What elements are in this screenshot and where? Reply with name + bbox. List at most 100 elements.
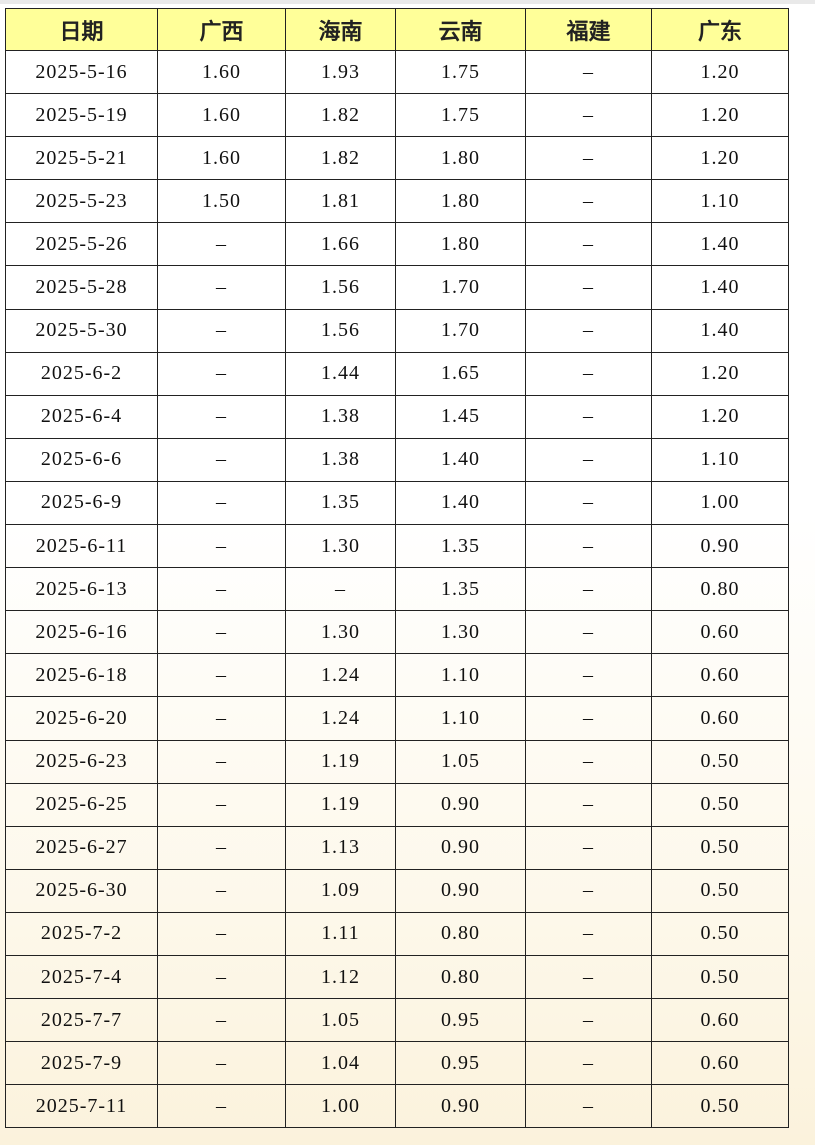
date-cell: 2025-6-6: [5, 437, 158, 482]
table-row: 2025-5-21 1.60 1.82 1.80–1.20: [5, 136, 789, 181]
price-cell: 0.50: [651, 954, 789, 1000]
price-cell: 1.45: [395, 394, 526, 439]
price-cell: –: [525, 49, 652, 95]
price-cell: 1.20: [651, 136, 789, 181]
price-cell: 1.80: [395, 222, 526, 267]
price-cell: –: [157, 437, 286, 482]
price-cell: 0.90: [651, 524, 789, 569]
date-cell: 2025-6-23: [5, 739, 158, 784]
price-cell: 1.10: [651, 437, 789, 482]
price-cell: –: [525, 911, 652, 956]
price-cell: 0.80: [395, 911, 526, 956]
header-cell: 云南: [395, 8, 526, 51]
price-cell: 0.90: [395, 782, 526, 827]
price-cell: –: [525, 782, 652, 827]
date-cell: 2025-6-13: [5, 567, 158, 612]
price-cell: 0.90: [395, 868, 526, 913]
price-cell: 1.10: [395, 653, 526, 698]
header-cell: 广东: [651, 8, 789, 51]
table-row: 2025-7-7–1.05 0.95–0.60: [5, 998, 789, 1043]
price-cell: –: [157, 480, 286, 526]
price-cell: 0.80: [651, 567, 789, 612]
table-row: 2025-6-16–1.30 1.30–0.60: [5, 610, 789, 655]
price-cell: 1.60: [157, 93, 286, 138]
price-cell: 1.56: [285, 308, 396, 353]
price-cell: –: [157, 696, 286, 741]
date-cell: 2025-7-4: [5, 954, 158, 1000]
date-cell: 2025-7-11: [5, 1084, 158, 1129]
table-header: 日期 广西 海南 云南 福建 广东: [5, 8, 789, 51]
price-cell: 1.93: [285, 49, 396, 95]
price-cell: 1.56: [285, 265, 396, 310]
price-cell: 1.20: [651, 394, 789, 439]
price-cell: 1.60: [157, 49, 286, 95]
price-cell: 0.50: [651, 868, 789, 913]
price-cell: –: [525, 136, 652, 181]
price-cell: 1.19: [285, 782, 396, 827]
price-cell: 0.50: [651, 739, 789, 784]
price-cell: 1.50: [157, 179, 286, 224]
price-cell: –: [157, 610, 286, 655]
price-cell: 1.35: [285, 480, 396, 526]
table-row: 2025-6-20–1.24 1.10–0.60: [5, 696, 789, 741]
price-cell: –: [525, 308, 652, 353]
price-table: 日期 广西 海南 云南 福建 广东 2025-5-16 1.60 1.93 1.75–1.20 2…: [5, 8, 789, 1129]
price-cell: –: [157, 394, 286, 439]
table-row: 2025-6-9–1.35 1.40–1.00: [5, 480, 789, 526]
date-cell: 2025-6-2: [5, 351, 158, 396]
price-cell: –: [157, 911, 286, 956]
header-cell: 海南: [285, 8, 396, 51]
price-cell: 1.20: [651, 49, 789, 95]
price-cell: 0.60: [651, 1041, 789, 1086]
price-cell: 1.09: [285, 868, 396, 913]
price-cell: 1.35: [395, 567, 526, 612]
price-cell: –: [157, 825, 286, 870]
price-cell: 0.50: [651, 825, 789, 870]
price-cell: 0.60: [651, 998, 789, 1043]
date-cell: 2025-5-26: [5, 222, 158, 267]
date-cell: 2025-7-9: [5, 1041, 158, 1086]
price-cell: 1.75: [395, 93, 526, 138]
price-cell: 1.13: [285, 825, 396, 870]
price-cell: 0.80: [395, 954, 526, 1000]
price-cell: 1.66: [285, 222, 396, 267]
price-cell: 0.50: [651, 911, 789, 956]
table-row: 2025-7-9–1.04 0.95–0.60: [5, 1041, 789, 1086]
price-cell: 1.35: [395, 524, 526, 569]
header-row: 日期 广西 海南 云南 福建 广东: [5, 8, 789, 51]
date-cell: 2025-5-30: [5, 308, 158, 353]
date-cell: 2025-6-18: [5, 653, 158, 698]
price-cell: –: [525, 222, 652, 267]
price-cell: 1.10: [651, 179, 789, 224]
price-cell: 1.40: [395, 480, 526, 526]
price-cell: –: [157, 868, 286, 913]
price-cell: –: [525, 1084, 652, 1129]
price-cell: –: [157, 524, 286, 569]
price-cell: 1.38: [285, 437, 396, 482]
price-cell: 1.00: [285, 1084, 396, 1129]
price-cell: 0.95: [395, 998, 526, 1043]
date-cell: 2025-6-16: [5, 610, 158, 655]
price-cell: 0.60: [651, 610, 789, 655]
price-cell: 1.75: [395, 49, 526, 95]
price-cell: –: [525, 437, 652, 482]
price-cell: 0.60: [651, 653, 789, 698]
price-cell: –: [525, 696, 652, 741]
table-row: 2025-6-23–1.19 1.05–0.50: [5, 739, 789, 784]
price-cell: 1.04: [285, 1041, 396, 1086]
table-body: 2025-5-16 1.60 1.93 1.75–1.20 2025-5-19 1.60 1…: [5, 49, 789, 1129]
header-cell: 广西: [157, 8, 286, 51]
header-cell: 日期: [5, 8, 158, 51]
price-cell: –: [157, 1084, 286, 1129]
price-cell: 1.40: [651, 265, 789, 310]
price-cell: –: [525, 524, 652, 569]
price-cell: 0.60: [651, 696, 789, 741]
date-cell: 2025-6-11: [5, 524, 158, 569]
date-cell: 2025-6-4: [5, 394, 158, 439]
price-cell: 1.05: [395, 739, 526, 784]
price-cell: 1.20: [651, 93, 789, 138]
price-cell: –: [525, 653, 652, 698]
price-cell: 0.50: [651, 782, 789, 827]
price-cell: –: [525, 739, 652, 784]
